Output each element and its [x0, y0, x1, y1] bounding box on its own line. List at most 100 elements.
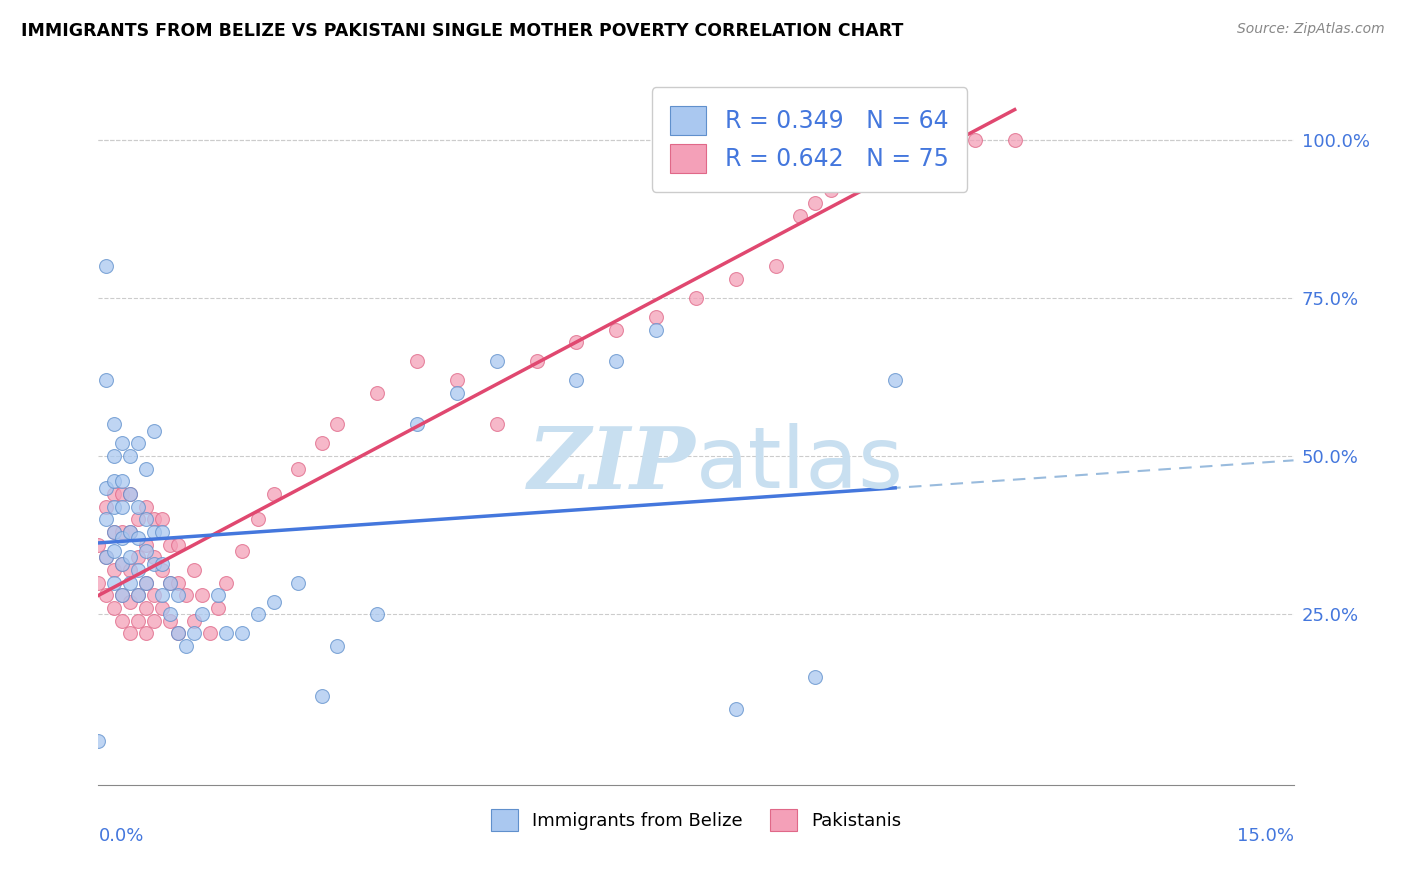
Point	[103, 500, 125, 514]
Point	[96, 512, 118, 526]
Point	[96, 500, 118, 514]
Point	[120, 563, 142, 577]
Point	[111, 557, 134, 571]
Point	[406, 354, 429, 368]
Point	[765, 260, 787, 274]
Point	[135, 600, 157, 615]
Point	[120, 487, 142, 501]
Point	[120, 524, 142, 539]
Point	[724, 272, 747, 286]
Point	[159, 575, 181, 590]
Point	[135, 575, 157, 590]
Point	[111, 436, 134, 450]
Point	[366, 385, 388, 400]
Point	[120, 487, 142, 501]
Point	[103, 575, 125, 590]
Point	[127, 436, 149, 450]
Point	[174, 639, 197, 653]
Point	[150, 588, 173, 602]
Point	[820, 183, 842, 197]
Point	[311, 436, 333, 450]
Point	[135, 626, 157, 640]
Point	[207, 600, 229, 615]
Point	[167, 588, 190, 602]
Point	[159, 614, 181, 628]
Point	[167, 626, 190, 640]
Point	[246, 512, 269, 526]
Point	[159, 575, 181, 590]
Point	[127, 614, 149, 628]
Text: atlas: atlas	[696, 424, 904, 507]
Point	[485, 354, 508, 368]
Point	[884, 373, 907, 387]
Point	[96, 373, 118, 387]
Point	[685, 291, 707, 305]
Point	[120, 594, 142, 608]
Point	[645, 310, 668, 324]
Point	[96, 260, 118, 274]
Point	[135, 575, 157, 590]
Point	[143, 557, 166, 571]
Point	[724, 702, 747, 716]
Point	[183, 563, 205, 577]
Point	[605, 354, 627, 368]
Point	[111, 588, 134, 602]
Point	[103, 524, 125, 539]
Point	[183, 614, 205, 628]
Point	[174, 588, 197, 602]
Point	[143, 424, 166, 438]
Point	[143, 524, 166, 539]
Point	[103, 487, 125, 501]
Point	[246, 607, 269, 622]
Text: 0.0%: 0.0%	[98, 827, 143, 845]
Point	[565, 373, 588, 387]
Point	[231, 544, 253, 558]
Point	[135, 500, 157, 514]
Point	[120, 524, 142, 539]
Point	[87, 538, 110, 552]
Point	[231, 626, 253, 640]
Point	[143, 550, 166, 565]
Point	[804, 670, 827, 684]
Legend: Immigrants from Belize, Pakistanis: Immigrants from Belize, Pakistanis	[484, 802, 908, 838]
Point	[446, 373, 468, 387]
Point	[167, 575, 190, 590]
Point	[150, 557, 173, 571]
Point	[135, 538, 157, 552]
Point	[963, 133, 986, 147]
Point	[127, 550, 149, 565]
Point	[150, 563, 173, 577]
Point	[111, 475, 134, 489]
Point	[127, 588, 149, 602]
Point	[167, 538, 190, 552]
Point	[120, 626, 142, 640]
Point	[605, 322, 627, 336]
Point	[287, 575, 309, 590]
Point	[804, 196, 827, 211]
Point	[143, 588, 166, 602]
Point	[789, 209, 811, 223]
Point	[924, 133, 946, 147]
Point	[111, 524, 134, 539]
Point	[135, 512, 157, 526]
Point	[127, 588, 149, 602]
Point	[150, 512, 173, 526]
Point	[103, 524, 125, 539]
Point	[103, 475, 125, 489]
Point	[87, 733, 110, 747]
Point	[191, 588, 214, 602]
Point	[143, 614, 166, 628]
Point	[127, 531, 149, 545]
Point	[127, 563, 149, 577]
Point	[287, 461, 309, 475]
Point	[96, 481, 118, 495]
Point	[526, 354, 548, 368]
Point	[326, 417, 349, 432]
Point	[263, 487, 285, 501]
Point	[103, 544, 125, 558]
Point	[120, 575, 142, 590]
Point	[96, 550, 118, 565]
Point	[844, 164, 866, 178]
Point	[406, 417, 429, 432]
Point	[446, 385, 468, 400]
